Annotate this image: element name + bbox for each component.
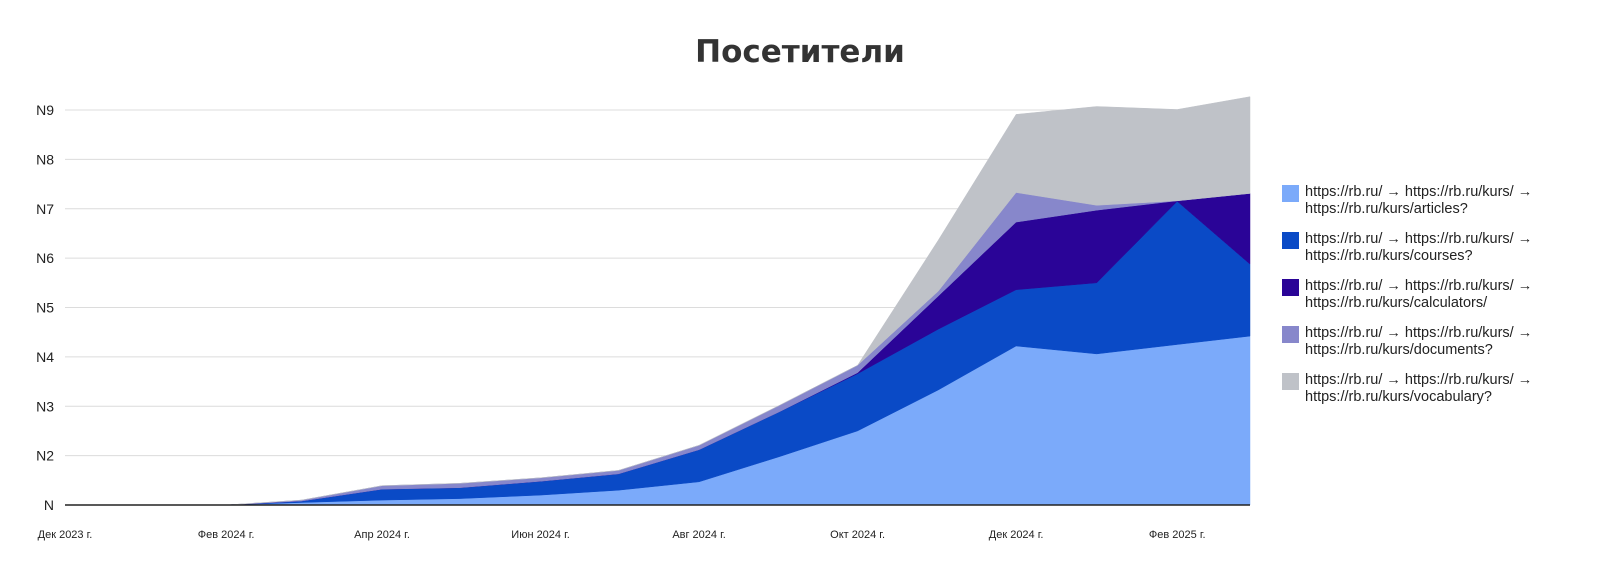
legend-item-documents[interactable]: https://rb.ru/ → https://rb.ru/kurs/ → ht…	[1282, 325, 1592, 359]
x-tick-label: Июн 2024 г.	[511, 529, 570, 541]
y-tick-label: N8	[36, 151, 54, 167]
legend-swatch	[1282, 279, 1299, 296]
legend-swatch	[1282, 185, 1299, 202]
x-tick-label: Авг 2024 г.	[672, 529, 726, 541]
y-tick-label: N5	[36, 300, 54, 316]
legend-swatch	[1282, 373, 1299, 390]
legend-label: https://rb.ru/ → https://rb.ru/kurs/ → ht…	[1305, 231, 1533, 264]
legend-label: https://rb.ru/ → https://rb.ru/kurs/ → ht…	[1305, 372, 1533, 405]
chart-title: Посетители	[695, 34, 905, 70]
axes: N N2 N3 N4 N5 N6 N7 N8 N9 Дек 2023 г. Фев 2024 г. А…	[36, 102, 1250, 541]
x-tick-label: Фев 2024 г.	[198, 529, 255, 541]
legend: https://rb.ru/ → https://rb.ru/kurs/ → ht…	[1282, 184, 1592, 419]
legend-item-vocabulary[interactable]: https://rb.ru/ → https://rb.ru/kurs/ → ht…	[1282, 372, 1592, 406]
stacked-areas	[65, 96, 1251, 506]
legend-item-calculators[interactable]: https://rb.ru/ → https://rb.ru/kurs/ → ht…	[1282, 278, 1592, 312]
y-tick-label: N6	[36, 250, 54, 266]
legend-item-articles[interactable]: https://rb.ru/ → https://rb.ru/kurs/ → ht…	[1282, 184, 1592, 218]
legend-item-courses[interactable]: https://rb.ru/ → https://rb.ru/kurs/ → ht…	[1282, 231, 1592, 265]
legend-swatch	[1282, 326, 1299, 343]
y-tick-label: N3	[36, 398, 54, 414]
x-tick-label: Апр 2024 г.	[354, 529, 410, 541]
legend-label: https://rb.ru/ → https://rb.ru/kurs/ → ht…	[1305, 325, 1533, 358]
legend-swatch	[1282, 232, 1299, 249]
legend-label: https://rb.ru/ → https://rb.ru/kurs/ → ht…	[1305, 278, 1533, 311]
y-tick-label: N2	[36, 448, 54, 464]
x-tick-label: Фев 2025 г.	[1149, 529, 1206, 541]
y-tick-label: N9	[36, 102, 54, 118]
series-area-4	[65, 96, 1251, 506]
y-tick-label: N7	[36, 201, 54, 217]
y-tick-label: N4	[36, 349, 54, 365]
legend-label: https://rb.ru/ → https://rb.ru/kurs/ → ht…	[1305, 184, 1533, 217]
y-tick-label: N	[44, 497, 54, 513]
x-tick-label: Дек 2023 г.	[38, 529, 93, 541]
x-tick-label: Окт 2024 г.	[830, 529, 885, 541]
x-tick-label: Дек 2024 г.	[989, 529, 1044, 541]
